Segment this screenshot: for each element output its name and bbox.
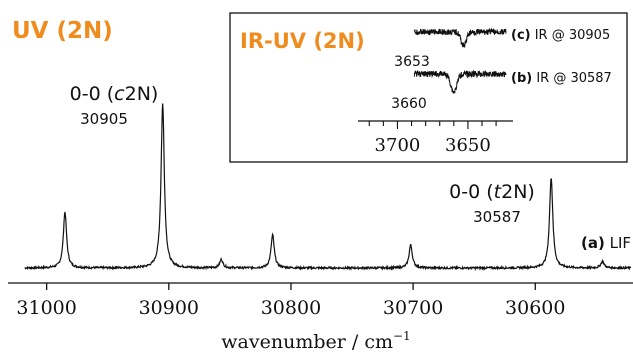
- series-label-b: (b) IR @ 30587: [511, 71, 612, 86]
- peak-annotation-c2n: 0-0 (c2N): [70, 83, 159, 105]
- peak-annotation-t2n: 0-0 (t2N): [449, 181, 535, 203]
- series-label-a: (a) LIF: [581, 234, 631, 252]
- x-tick-label: 31000: [16, 297, 76, 319]
- x-tick-label: 30800: [261, 297, 321, 319]
- dip-label-c: 3653: [394, 54, 430, 70]
- uv-spectrum-line: [24, 103, 632, 272]
- peak-value-c2n: 30905: [80, 110, 128, 128]
- x-axis-label: wavenumber / cm−1: [221, 329, 410, 353]
- inset-x-tick-label: 3700: [375, 135, 421, 156]
- x-tick-label: 30900: [139, 297, 199, 319]
- inset-x-axis-ticks: 3700 3650: [368, 121, 497, 156]
- x-axis-ticks: 31000 30900 30800 30700 30600: [16, 283, 566, 319]
- ir-trace-b: [413, 69, 507, 94]
- inset-x-tick-label: 3650: [445, 135, 491, 156]
- x-tick-label: 30700: [383, 297, 443, 319]
- inset-frame: [229, 12, 628, 163]
- dip-label-b: 3660: [391, 96, 427, 112]
- x-tick-label: 30600: [505, 297, 565, 319]
- main-title: UV (2N): [12, 18, 113, 44]
- inset-title: IR-UV (2N): [240, 29, 365, 53]
- peak-value-t2n: 30587: [473, 208, 521, 226]
- series-label-c: (c) IR @ 30905: [511, 28, 610, 43]
- ir-trace-c: [413, 27, 507, 48]
